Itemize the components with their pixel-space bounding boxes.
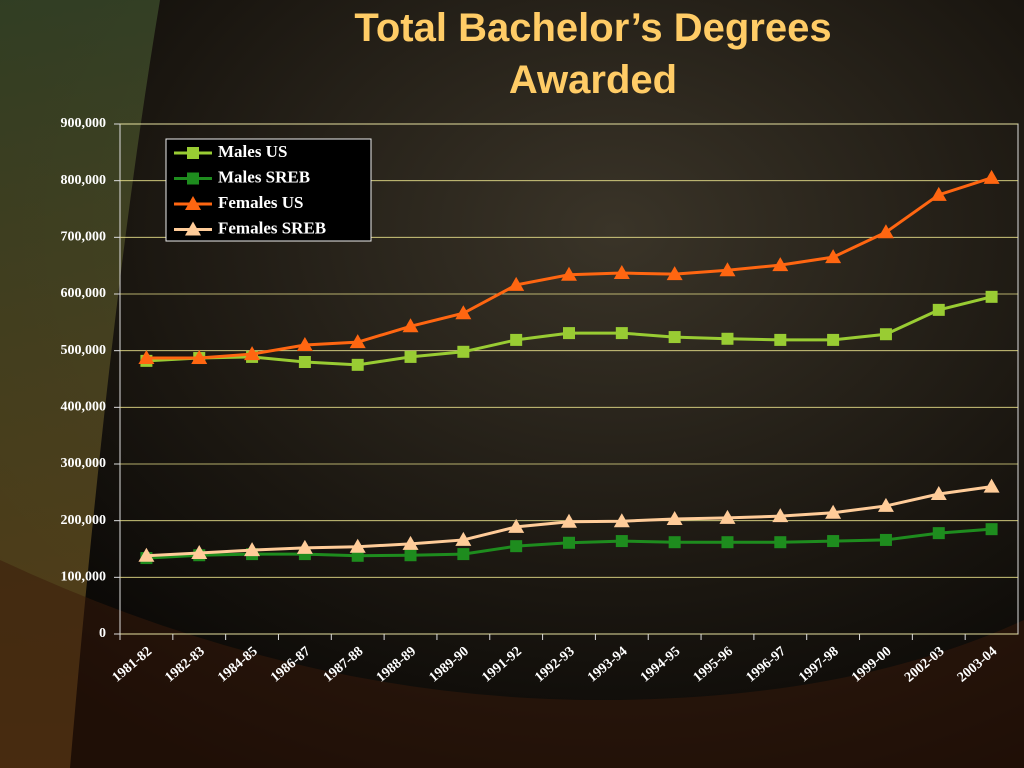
background-swoosh: [0, 560, 1024, 768]
data-point: [510, 333, 523, 346]
data-point: [877, 224, 894, 239]
data-point: [930, 486, 947, 501]
legend-label: Females US: [218, 193, 303, 212]
data-point: [402, 535, 419, 550]
data-point: [191, 350, 208, 365]
y-tick-label: 500,000: [61, 343, 107, 358]
data-point: [298, 356, 311, 368]
data-point: [879, 328, 892, 341]
y-tick-label: 800,000: [61, 173, 107, 188]
data-point: [827, 535, 840, 548]
data-point: [296, 337, 313, 351]
legend-label: Females SREB: [218, 218, 326, 237]
legend-label: Males US: [218, 142, 287, 161]
data-point: [402, 318, 419, 333]
data-point: [510, 540, 523, 553]
data-point: [932, 527, 945, 540]
data-point: [457, 345, 470, 358]
data-point: [721, 536, 734, 549]
data-point: [613, 513, 630, 528]
data-point: [563, 536, 575, 549]
data-point: [615, 535, 628, 548]
data-point: [349, 538, 366, 553]
data-point: [721, 332, 734, 345]
data-point: [666, 510, 683, 525]
legend-marker: [185, 196, 201, 210]
data-point: [508, 518, 525, 533]
data-point: [138, 547, 155, 562]
legend-label: Males SREB: [218, 167, 310, 186]
data-point: [351, 549, 364, 562]
y-tick-label: 900,000: [61, 116, 107, 131]
data-point: [613, 265, 630, 280]
data-point: [668, 331, 681, 344]
data-point: [985, 523, 998, 536]
data-point: [457, 548, 470, 561]
data-point: [825, 504, 842, 519]
y-tick-label: 400,000: [61, 400, 107, 415]
legend-box: [165, 138, 372, 242]
data-point: [404, 549, 417, 562]
data-point: [932, 303, 945, 316]
legend-marker: [185, 221, 201, 236]
y-tick-label: 200,000: [61, 513, 107, 528]
data-point: [774, 536, 787, 549]
data-point: [827, 333, 840, 346]
data-point: [561, 513, 577, 528]
data-point: [244, 346, 261, 361]
data-point: [772, 257, 789, 272]
data-point: [668, 536, 681, 549]
y-tick-label: 600,000: [61, 286, 107, 301]
data-point: [983, 169, 1000, 184]
data-point: [983, 478, 1000, 493]
data-point: [930, 186, 947, 201]
data-point: [455, 531, 472, 546]
data-point: [719, 509, 736, 524]
data-point: [985, 290, 998, 303]
y-tick-label: 300,000: [61, 456, 107, 471]
data-point: [138, 350, 155, 365]
data-point: [244, 542, 261, 557]
y-tick-label: 100,000: [61, 570, 107, 585]
data-point: [877, 497, 894, 512]
data-point: [772, 508, 789, 523]
data-point: [563, 327, 575, 340]
data-point: [455, 305, 472, 320]
y-tick-label: 0: [99, 626, 106, 641]
chart-title: Total Bachelor’s Degrees Awarded: [354, 6, 831, 102]
data-point: [351, 358, 364, 371]
data-point: [508, 276, 525, 291]
data-point: [349, 334, 366, 349]
legend-marker: [187, 147, 199, 159]
data-point: [615, 327, 628, 340]
y-tick-label: 700,000: [61, 230, 107, 245]
data-point: [404, 350, 417, 363]
data-point: [191, 544, 208, 559]
data-point: [774, 333, 787, 346]
legend-marker: [187, 172, 199, 185]
data-point: [561, 266, 577, 281]
data-point: [879, 533, 892, 546]
data-point: [825, 249, 842, 264]
data-point: [719, 262, 736, 277]
data-point: [296, 539, 313, 554]
data-point: [666, 266, 683, 281]
